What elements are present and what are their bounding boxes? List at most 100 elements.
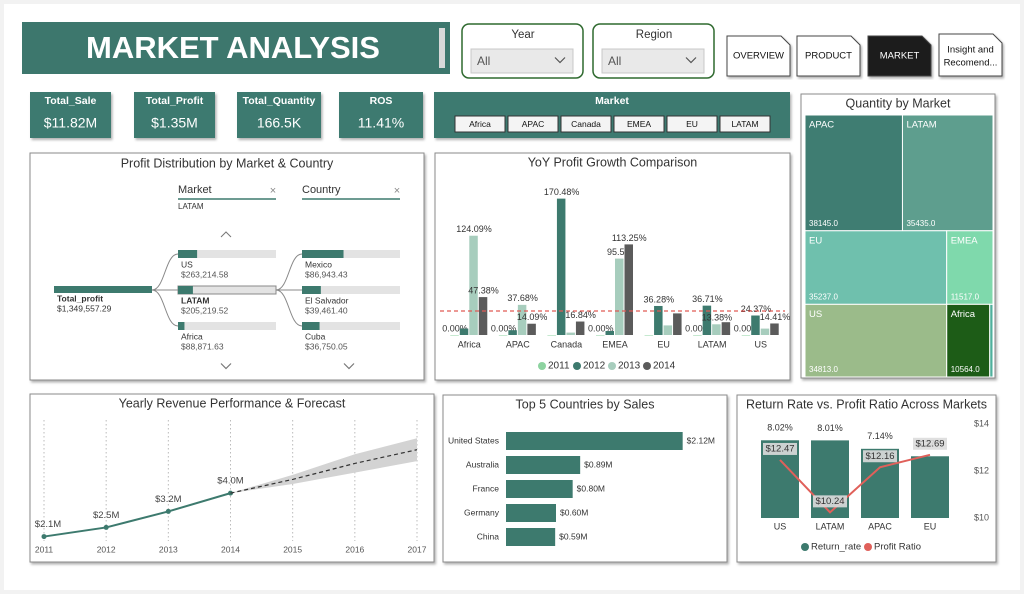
data-label: 0.00% [442,323,468,333]
data-label: 170.48% [544,187,580,197]
bar [712,324,721,335]
bar [547,335,556,336]
cell-value: 10564.0 [951,365,980,374]
data-label: $0.89M [584,459,612,469]
nav-label: Recomend... [944,58,998,69]
data-label: 7.14% [867,431,893,441]
x-tick-label: 2011 [35,544,54,554]
nav-button[interactable] [796,35,861,77]
slicer-label: Year [511,29,534,41]
market-option-label: Canada [571,119,601,129]
data-label: $0.80M [577,483,605,493]
node-name: Mexico [305,259,332,269]
label-box [863,450,897,463]
data-label: 0.00% [491,323,517,333]
market-option[interactable] [666,115,718,133]
data-label: 95.5% [607,247,633,257]
market-option[interactable] [560,115,612,133]
legend-label: 2012 [583,361,606,372]
treemap-cell [901,114,994,232]
data-label: 37.68% [507,293,538,303]
data-label: 13.38% [702,313,733,323]
nav-button[interactable] [867,35,932,77]
market-option[interactable] [454,115,506,133]
x-tick-label: 2014 [221,544,240,554]
bar [721,322,731,335]
y-tick-label: United States [448,435,499,445]
market-option-label: EMEA [627,119,651,129]
treemap-cell [989,303,994,378]
y-tick-label: Germany [464,507,500,517]
node-bar [178,322,185,330]
x-tick-label: EMEA [602,339,628,349]
node-name: El Salvador [305,295,349,305]
data-label: $2.12M [687,435,715,445]
page-title: MARKET ANALYSIS [86,30,380,65]
x-tick-label: 2017 [408,544,427,554]
legend-label: Return_rate [811,542,861,553]
data-label: $0.60M [560,507,588,517]
panel [442,394,728,563]
nav-label: Insight and [947,45,993,56]
data-label: $0.59M [559,531,587,541]
bar [624,244,633,335]
panel [29,393,435,563]
market-option-label: LATAM [731,119,758,129]
x-tick-label: 2015 [283,544,302,554]
bar [506,456,581,474]
bar [498,335,508,336]
bar [450,335,459,336]
x-tick-label: EU [924,521,937,531]
x-tick-label: EU [657,339,670,349]
node-name: Africa [181,331,203,341]
bar [478,297,488,335]
x-tick-label: 2013 [159,544,178,554]
bar [459,328,469,335]
node-value: $205,219.52 [181,305,229,315]
bar [751,315,760,335]
market-option[interactable] [507,115,559,133]
legend-label: Profit Ratio [874,542,921,553]
nav-button[interactable] [938,33,1003,77]
data-label: 8.02% [767,423,793,433]
dropdown[interactable] [470,48,574,74]
x-tick-label: LATAM [698,339,727,349]
node-name: LATAM [181,295,209,305]
bar [508,330,517,335]
legend-label: 2011 [548,361,570,372]
data-label: $2.5M [93,510,119,521]
legend-label: 2013 [618,361,641,372]
bar-track [302,286,400,294]
node-name: Cuba [305,331,326,341]
connector [151,253,179,291]
chevron [343,363,355,370]
panel-title: Profit Distribution by Market & Country [121,156,334,170]
close-icon[interactable]: × [394,185,400,197]
market-option[interactable] [719,115,771,133]
chart-title: Yearly Revenue Performance & Forecast [119,396,346,410]
data-label: 47.38% [468,285,499,295]
dropdown[interactable] [601,48,705,74]
line [43,492,231,538]
label-box [913,437,947,450]
point [165,508,171,514]
legend-marker [573,362,581,370]
line [779,453,931,514]
nav-button[interactable] [726,35,791,77]
market-option[interactable] [613,115,665,133]
data-label: 8.01% [817,423,843,433]
legend-marker [608,362,616,370]
node-value: $1,349,557.29 [57,303,112,313]
nav-label: OVERVIEW [733,51,784,62]
cell-value: 35435.0 [906,219,935,228]
legend-marker [538,362,546,370]
x-tick-label: Canada [551,339,583,349]
bar [517,304,527,335]
level-header: Market [178,184,212,196]
nav-label: PRODUCT [805,51,852,62]
cell-label: APAC [809,120,834,131]
data-label: $3.2M [155,494,181,505]
data-label: 113.25% [612,233,647,243]
close-icon[interactable]: × [270,185,276,197]
treemap-cell [804,230,948,305]
